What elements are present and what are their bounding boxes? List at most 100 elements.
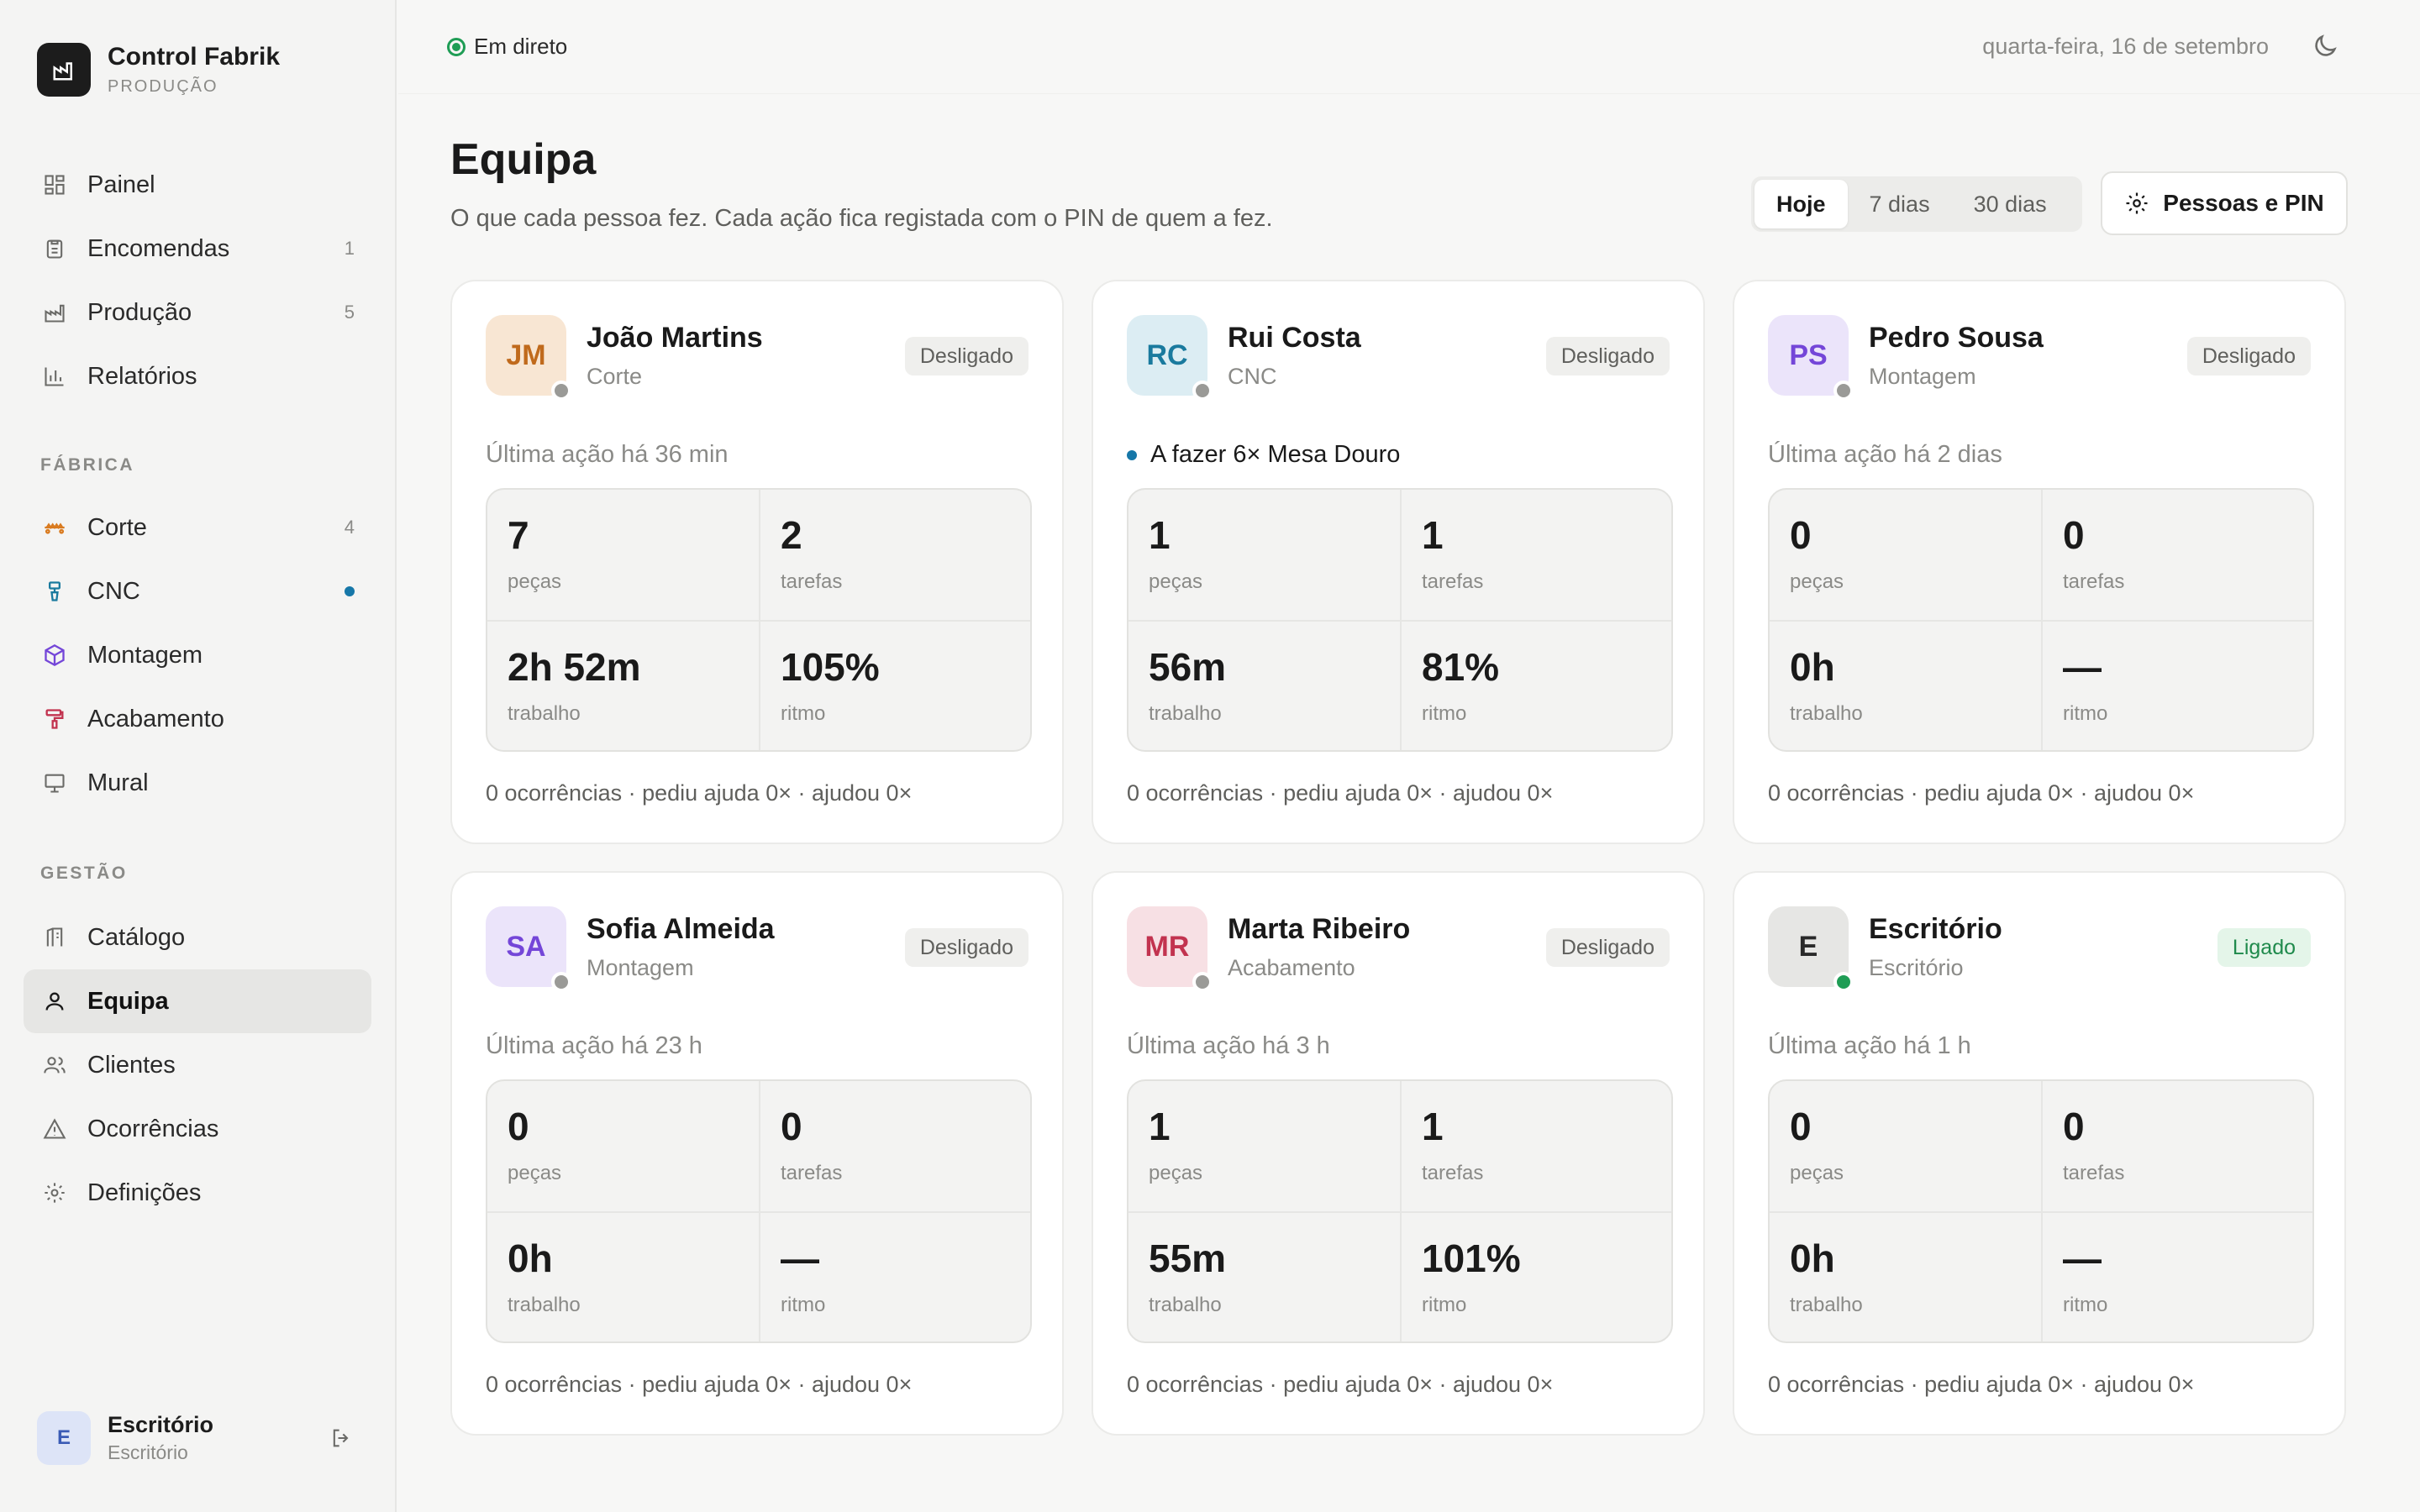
nav-item-equipa[interactable]: Equipa [24, 969, 371, 1033]
avatar: E [1768, 906, 1854, 992]
stats-grid: 1 peças 1 tarefas 56m trabalho 81% ritmo [1127, 488, 1673, 752]
stat-label: peças [508, 570, 562, 593]
stat-tasks: 1 tarefas [1400, 1081, 1671, 1211]
stat-work: 2h 52m trabalho [487, 620, 759, 750]
team-member-card[interactable]: RC Rui Costa CNC Desligado A fazer 6× Me… [1092, 280, 1705, 844]
activity-text: A fazer 6× Mesa Douro [1150, 441, 1401, 468]
status-badge: Desligado [904, 337, 1028, 375]
card-footer: 0 ocorrências · pediu ajuda 0× · ajudou … [1127, 780, 1554, 806]
nav-item-mural[interactable]: Mural [24, 751, 371, 815]
current-user: E Escritório Escritório [37, 1411, 356, 1465]
team-member-card[interactable]: PS Pedro Sousa Montagem Desligado Última… [1733, 280, 2346, 844]
nav-item-definicoes[interactable]: Definições [24, 1161, 371, 1225]
stat-pieces: 1 peças [1128, 1081, 1400, 1211]
stat-work: 0h trabalho [487, 1211, 759, 1341]
drill-icon [42, 579, 67, 604]
stat-value: 0 [2063, 513, 2085, 557]
people-and-pin-button[interactable]: Pessoas e PIN [2101, 171, 2348, 235]
stat-label: peças [508, 1162, 562, 1184]
stat-label: ritmo [781, 1294, 826, 1316]
users-icon [42, 1053, 67, 1078]
nav-count: 5 [344, 302, 355, 323]
nav-item-montagem[interactable]: Montagem [24, 623, 371, 687]
stat-value: 2 [781, 513, 802, 557]
stat-value: 101% [1422, 1236, 1521, 1280]
stat-label: ritmo [2063, 702, 2108, 725]
activity-text: Última ação há 23 h [486, 1032, 702, 1059]
activity-text: Última ação há 36 min [486, 441, 729, 468]
stat-label: peças [1790, 570, 1844, 593]
avatar: PS [1768, 315, 1854, 401]
stat-label: trabalho [1790, 1294, 1863, 1316]
nav-item-clientes[interactable]: Clientes [24, 1033, 371, 1097]
nav-label: Mural [87, 769, 149, 796]
avatar-initials: RC [1146, 339, 1188, 371]
stat-value: 105% [781, 645, 880, 689]
stat-label: tarefas [1422, 1162, 1484, 1184]
stat-pace: — ritmo [2041, 620, 2312, 750]
stat-tasks: 0 tarefas [759, 1081, 1030, 1211]
avatar-initials: E [1798, 930, 1818, 963]
card-footer: 0 ocorrências · pediu ajuda 0× · ajudou … [1768, 1372, 2195, 1397]
topbar: Em direto quarta-feira, 16 de setembro [398, 0, 2420, 94]
member-role: Escritório [1869, 955, 1964, 980]
stat-value: — [2063, 645, 2102, 689]
moon-icon[interactable] [2311, 32, 2339, 60]
nav-item-acabamento[interactable]: Acabamento [24, 687, 371, 751]
presence-dot [1833, 972, 1854, 992]
brand[interactable]: Control Fabrik PRODUÇÃO [37, 42, 280, 97]
user-name: Escritório [108, 1412, 214, 1437]
last-activity: Última ação há 2 dias [1768, 441, 2002, 469]
stat-label: trabalho [1149, 1294, 1222, 1316]
catalog-icon [42, 925, 67, 950]
stat-value: 0h [1790, 645, 1835, 689]
live-dot-icon [447, 37, 466, 56]
nav-count: 4 [344, 517, 355, 538]
stat-value: 0 [781, 1105, 802, 1148]
stat-label: tarefas [2063, 570, 2125, 593]
tab-7-dias[interactable]: 7 dias [1869, 191, 1930, 217]
status-badge: Desligado [2186, 337, 2311, 375]
activity-text: Última ação há 2 dias [1768, 441, 2002, 468]
stat-pace: 101% ritmo [1400, 1211, 1671, 1341]
last-activity: Última ação há 36 min [486, 441, 729, 469]
section-label-gestao: GESTÃO [40, 864, 128, 883]
main-nav: Painel Encomendas 1 Produção 5 Relatório… [24, 153, 371, 408]
activity-text: Última ação há 3 h [1127, 1032, 1330, 1059]
page-title: Equipa [450, 135, 597, 184]
stat-value: 2h 52m [508, 645, 641, 689]
logout-icon[interactable] [326, 1423, 356, 1453]
stat-value: 0 [508, 1105, 529, 1148]
nav-item-encomendas[interactable]: Encomendas 1 [24, 217, 371, 281]
nav-item-painel[interactable]: Painel [24, 153, 371, 217]
stat-work: 0h trabalho [1770, 1211, 2041, 1341]
nav-item-producao[interactable]: Produção 5 [24, 281, 371, 344]
stat-label: trabalho [508, 702, 581, 725]
stat-tasks: 1 tarefas [1400, 490, 1671, 620]
team-member-card[interactable]: MR Marta Ribeiro Acabamento Desligado Úl… [1092, 871, 1705, 1436]
team-member-card[interactable]: E Escritório Escritório Ligado Última aç… [1733, 871, 2346, 1436]
brand-name: Control Fabrik [108, 43, 281, 71]
tab-30-dias[interactable]: 30 dias [1973, 191, 2047, 217]
nav-item-relatorios[interactable]: Relatórios [24, 344, 371, 408]
nav-item-ocorrencias[interactable]: Ocorrências [24, 1097, 371, 1161]
status-badge: Desligado [904, 928, 1028, 967]
current-date: quarta-feira, 16 de setembro [1982, 34, 2269, 59]
card-footer: 0 ocorrências · pediu ajuda 0× · ajudou … [1768, 780, 2195, 806]
stat-work: 56m trabalho [1128, 620, 1400, 750]
member-role: Montagem [1869, 364, 1976, 389]
stat-pace: 105% ritmo [759, 620, 1030, 750]
nav-item-corte[interactable]: Corte 4 [24, 496, 371, 559]
tab-hoje[interactable]: Hoje [1754, 180, 1848, 228]
team-member-card[interactable]: SA Sofia Almeida Montagem Desligado Últi… [450, 871, 1064, 1436]
member-role: Corte [587, 364, 643, 389]
stat-pieces: 0 peças [487, 1081, 759, 1211]
stat-pace: 81% ritmo [1400, 620, 1671, 750]
team-member-card[interactable]: JM João Martins Corte Desligado Última a… [450, 280, 1064, 844]
nav-item-cnc[interactable]: CNC [24, 559, 371, 623]
nav-item-catalogo[interactable]: Catálogo [24, 906, 371, 969]
stat-pieces: 1 peças [1128, 490, 1400, 620]
stats-grid: 0 peças 0 tarefas 0h trabalho — ritmo [486, 1079, 1032, 1343]
paint-roller-icon [42, 706, 67, 732]
live-indicator: Em direto [447, 34, 567, 60]
